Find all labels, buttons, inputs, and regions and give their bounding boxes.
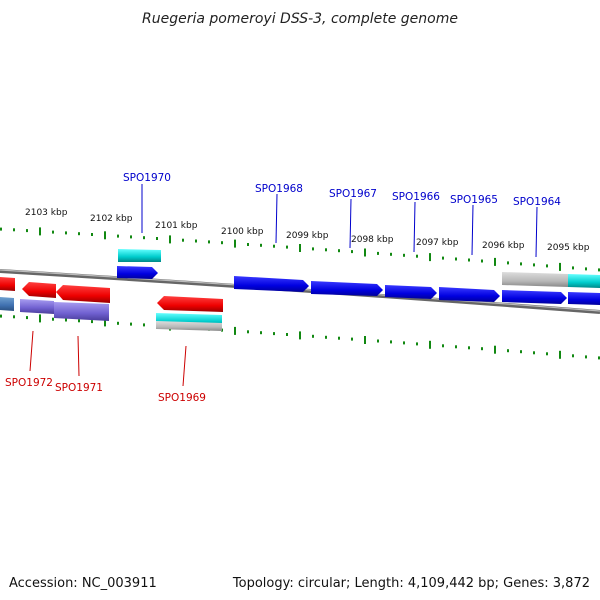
gene-prev-reverse[interactable] <box>0 277 15 291</box>
ruler-label-2103: 2103 kbp <box>25 208 68 218</box>
leader-line-spo1971 <box>77 335 80 377</box>
gene-spo1964[interactable] <box>502 290 567 304</box>
gene-label-spo1965[interactable]: SPO1965 <box>450 194 498 206</box>
gene-spo1965[interactable] <box>439 287 500 302</box>
ruler-ticks-bottom <box>0 314 600 360</box>
rna-feature-right[interactable] <box>568 274 600 288</box>
leader-line-spo1966 <box>413 201 416 253</box>
ruler-label-2100: 2100 kbp <box>221 227 264 237</box>
gene-spo1970[interactable] <box>117 266 158 279</box>
misc-feature-spo1971[interactable] <box>54 302 109 321</box>
leader-line-spo1967 <box>349 198 352 249</box>
gene-label-spo1971[interactable]: SPO1971 <box>55 382 103 394</box>
gene-spo1969[interactable] <box>157 296 223 312</box>
ruler-label-2098: 2098 kbp <box>351 235 394 245</box>
gene-label-spo1970[interactable]: SPO1970 <box>123 172 171 184</box>
gene-spo1971[interactable] <box>56 285 110 303</box>
gene-label-spo1967[interactable]: SPO1967 <box>329 188 377 200</box>
misc-feature-left[interactable] <box>0 297 14 311</box>
ruler-label-2096: 2096 kbp <box>482 241 525 251</box>
gene-spo1967[interactable] <box>311 281 383 296</box>
ruler-ticks-top <box>0 227 600 272</box>
ruler-label-2097: 2097 kbp <box>416 238 459 248</box>
gene-next-forward[interactable] <box>568 292 600 305</box>
gene-spo1972[interactable] <box>22 282 56 298</box>
gene-spo1968[interactable] <box>234 276 309 292</box>
rna-feature-spo1970[interactable] <box>118 249 161 262</box>
gene-spo1966[interactable] <box>385 285 437 299</box>
gene-label-spo1964[interactable]: SPO1964 <box>513 196 561 208</box>
ruler-label-2101: 2101 kbp <box>155 221 198 231</box>
leader-line-spo1964 <box>535 206 538 258</box>
leader-line-spo1965 <box>471 204 474 256</box>
accession-text: Accession: NC_003911 <box>9 576 157 591</box>
gene-label-spo1968[interactable]: SPO1968 <box>255 183 303 195</box>
ruler-label-2095: 2095 kbp <box>547 243 590 253</box>
pseudo-feature-spo1969[interactable] <box>156 321 222 331</box>
map-title: Ruegeria pomeroyi DSS-3, complete genome <box>142 11 458 27</box>
misc-feature-spo1972[interactable] <box>20 299 54 314</box>
leader-line-spo1969 <box>182 345 187 387</box>
gene-label-spo1972[interactable]: SPO1972 <box>5 377 53 389</box>
genome-summary-text: Topology: circular; Length: 4,109,442 bp… <box>232 576 590 591</box>
leader-line-spo1972 <box>29 330 34 372</box>
leader-line-spo1968 <box>275 193 278 244</box>
ruler-label-2099: 2099 kbp <box>286 231 329 241</box>
pseudo-feature[interactable] <box>502 272 568 287</box>
gene-label-spo1966[interactable]: SPO1966 <box>392 191 440 203</box>
ruler-label-2102: 2102 kbp <box>90 214 133 224</box>
gene-label-spo1969[interactable]: SPO1969 <box>158 392 206 404</box>
